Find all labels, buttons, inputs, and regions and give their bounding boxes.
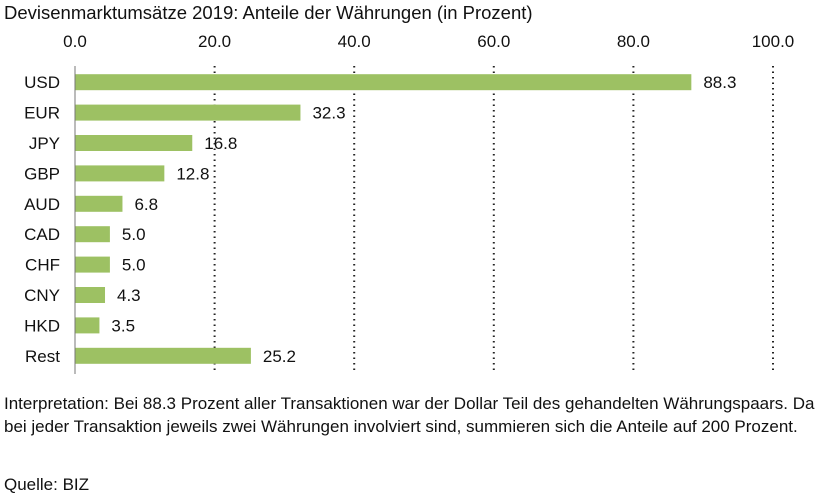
category-label: CNY (24, 286, 60, 305)
category-label: CAD (24, 225, 60, 244)
bar-chart: 0.0 20.0 40.0 60.0 80.0 100.0 USD 88.3 EUR 32.3 JP… (24, 32, 795, 374)
x-tick-label: 100.0 (752, 32, 795, 51)
bar (75, 347, 251, 364)
data-label: 4.3 (117, 286, 141, 305)
chart-source: Quelle: BIZ (4, 475, 90, 494)
bar (75, 135, 193, 151)
x-tick-label: 80.0 (617, 32, 650, 51)
data-label: 3.5 (111, 316, 135, 335)
category-label: Rest (25, 347, 60, 366)
x-tick-label: 20.0 (198, 32, 231, 51)
data-label: 32.3 (312, 104, 345, 123)
category-label: CHF (25, 256, 60, 275)
bar (75, 226, 110, 243)
bar (75, 195, 123, 212)
chart-title: Devisenmarktumsätze 2019: Anteile der Wä… (4, 2, 533, 23)
category-label: HKD (24, 316, 60, 335)
data-label: 6.8 (134, 195, 158, 214)
x-tick-label: 0.0 (63, 32, 87, 51)
bar (75, 104, 301, 121)
bar (75, 165, 165, 182)
data-label: 5.0 (122, 256, 146, 275)
chart-note: Interpretation: Bei 88.3 Prozent aller T… (4, 394, 815, 436)
bar (75, 74, 692, 91)
data-label: 25.2 (263, 347, 296, 366)
bar (75, 317, 100, 334)
category-label: EUR (24, 104, 60, 123)
bar (75, 287, 106, 303)
data-label: 88.3 (703, 73, 736, 92)
data-label: 5.0 (122, 225, 146, 244)
category-label: AUD (24, 195, 60, 214)
x-tick-label: 40.0 (338, 32, 371, 51)
category-label: USD (24, 73, 60, 92)
bar (75, 256, 110, 273)
x-tick-label: 60.0 (477, 32, 510, 51)
data-label: 12.8 (176, 164, 209, 183)
category-label: GBP (24, 164, 60, 183)
category-label: JPY (29, 134, 60, 153)
data-label: 16.8 (204, 134, 237, 153)
